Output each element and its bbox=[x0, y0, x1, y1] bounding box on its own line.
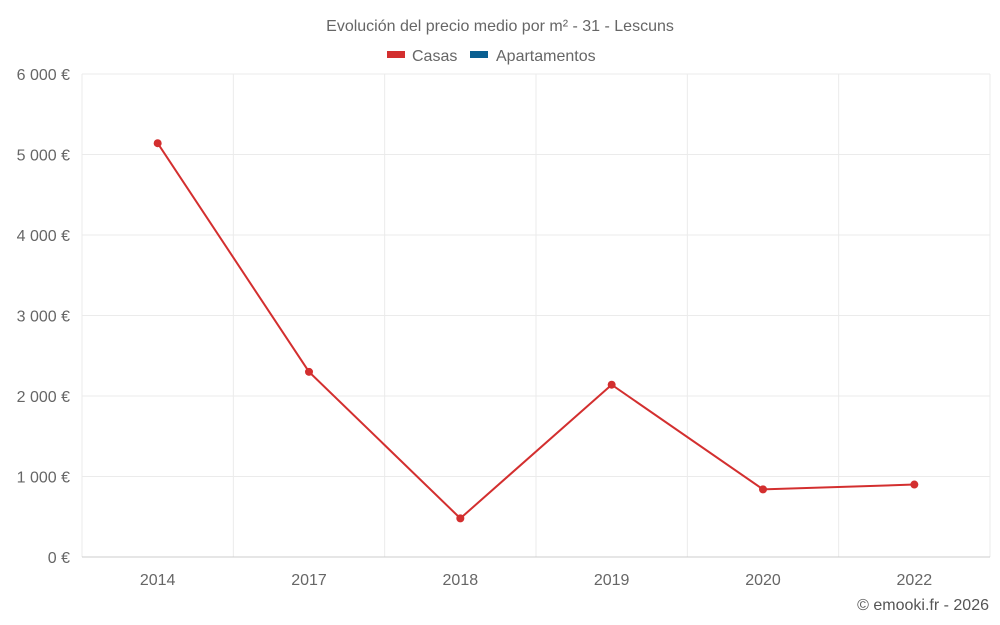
x-axis-ticks: 2014 2017 2018 2019 2020 2022 bbox=[140, 572, 932, 589]
legend-swatch-apartamentos bbox=[470, 51, 488, 58]
series-layer bbox=[153, 139, 919, 523]
x-tick-label: 2017 bbox=[291, 572, 327, 589]
x-tick-label: 2022 bbox=[897, 572, 933, 589]
data-point[interactable] bbox=[153, 139, 162, 148]
x-tick-label: 2020 bbox=[745, 572, 781, 589]
legend-item-casas[interactable]: Casas bbox=[387, 48, 457, 65]
grid bbox=[81, 73, 991, 558]
y-tick-label: 4 000 € bbox=[17, 228, 70, 245]
legend: Casas Apartamentos bbox=[387, 48, 596, 65]
y-axis-ticks: 0 € 1 000 € 2 000 € 3 000 € 4 000 € 5 000 € 6 … bbox=[17, 67, 70, 567]
data-point[interactable] bbox=[759, 485, 767, 494]
data-point[interactable] bbox=[305, 367, 313, 376]
series-line-casas bbox=[156, 142, 915, 520]
y-tick-label: 5 000 € bbox=[17, 148, 70, 165]
x-tick-label: 2018 bbox=[443, 572, 479, 589]
data-point[interactable] bbox=[607, 380, 616, 389]
legend-swatch-casas bbox=[387, 51, 405, 58]
y-tick-label: 2 000 € bbox=[17, 389, 70, 406]
y-tick-label: 6 000 € bbox=[17, 67, 70, 84]
x-tick-label: 2014 bbox=[140, 572, 176, 589]
data-point[interactable] bbox=[456, 514, 465, 523]
legend-item-apartamentos[interactable]: Apartamentos bbox=[470, 48, 596, 65]
y-tick-label: 0 € bbox=[48, 550, 70, 567]
legend-label-apartamentos: Apartamentos bbox=[496, 48, 596, 65]
y-tick-label: 3 000 € bbox=[17, 309, 70, 326]
x-tick-label: 2019 bbox=[594, 572, 630, 589]
credit-text: © emooki.fr - 2026 bbox=[857, 597, 989, 614]
legend-label-casas: Casas bbox=[412, 48, 457, 65]
data-point[interactable] bbox=[910, 480, 919, 489]
chart-title: Evolución del precio medio por m² - 31 -… bbox=[326, 18, 674, 35]
y-tick-label: 1 000 € bbox=[17, 470, 70, 487]
